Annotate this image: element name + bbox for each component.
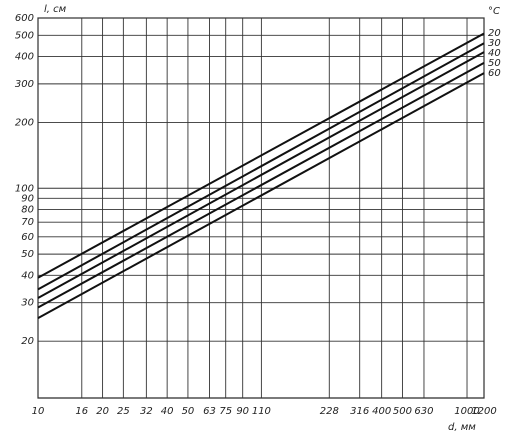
y-tick-label: 50 [21,249,34,260]
y-tick-label: 500 [15,30,34,41]
series-line [37,62,485,309]
series-line [37,72,485,319]
y-tick-label: 40 [21,270,34,281]
x-tick-label: 16 [75,406,88,417]
series-line [37,51,485,299]
x-tick-label: 20 [96,406,109,417]
x-tick-label: 32 [140,406,153,417]
y-tick-label: 70 [21,217,34,228]
legend-label: 50 [488,58,501,69]
x-tick-label: 400 [372,406,391,417]
y-tick-label: 300 [15,79,34,90]
x-tick-label: 50 [182,406,195,417]
x-tick-label: 25 [117,406,130,417]
legend-label: 30 [488,38,501,49]
y-tick-label: 30 [21,298,34,309]
legend-label: 20 [488,28,501,39]
x-tick-label: 10 [32,406,45,417]
legend-label: 40 [488,48,501,59]
x-axis-label: d, мм [448,422,476,433]
x-tick-label: 228 [320,406,339,417]
y-tick-label: 200 [15,117,34,128]
y-axis-label: l, см [44,4,67,15]
x-tick-label: 316 [350,406,369,417]
legend-title: °C [488,6,500,17]
y-tick-label: 20 [21,336,34,347]
x-tick-label: 1200 [471,406,496,417]
series-line [37,32,485,279]
y-tick-label: 600 [15,13,34,24]
y-tick-label: 80 [21,204,34,215]
y-tick-label: 100 [15,183,34,194]
y-tick-label: 60 [21,232,34,243]
x-tick-label: 630 [414,406,433,417]
x-tick-label: 40 [161,406,174,417]
x-tick-label: 75 [219,406,232,417]
y-tick-label: 400 [15,52,34,63]
x-tick-label: 90 [236,406,249,417]
series-line [37,42,485,291]
x-tick-label: 110 [252,406,271,417]
legend-label: 60 [488,68,501,79]
x-tick-label: 500 [393,406,412,417]
y-tick-label: 90 [21,193,34,204]
x-tick-label: 63 [203,406,216,417]
x-tick-label: 1000 [454,406,479,417]
